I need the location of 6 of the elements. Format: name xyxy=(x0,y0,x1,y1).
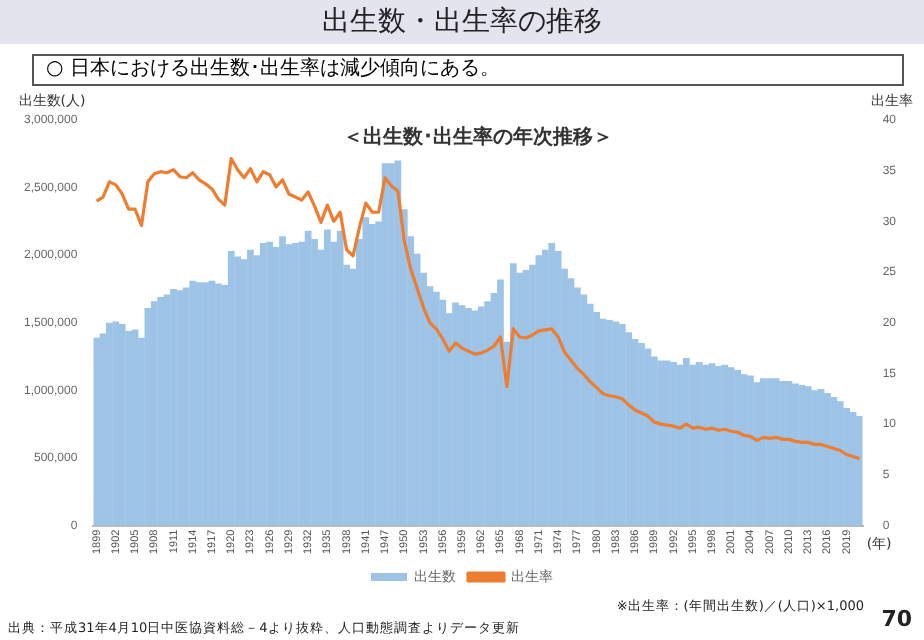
text: 70 xyxy=(881,606,912,632)
bar xyxy=(93,337,100,526)
bar xyxy=(497,279,504,526)
chart-subtitle: ○ 日本における出生数･出生率は減少傾向にある。 xyxy=(32,54,904,86)
chart-title: 出生数・出生率の推移 xyxy=(0,0,924,44)
annotation: ＜出生数･出生率の年次推移＞ xyxy=(343,125,614,150)
